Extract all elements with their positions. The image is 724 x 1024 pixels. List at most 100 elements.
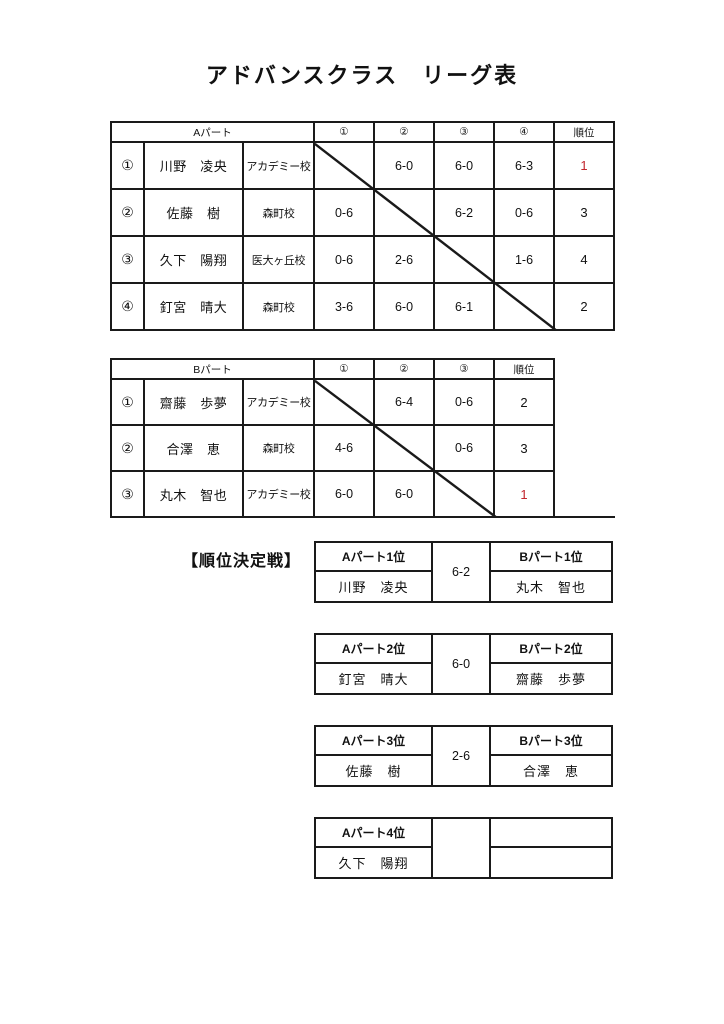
score-self-cell	[313, 141, 376, 190]
player-name: 合澤 恵	[143, 424, 244, 472]
player-number: ②	[110, 188, 145, 237]
player-number: ③	[110, 235, 145, 284]
table-b-row-1: ① 齋藤 歩夢 アカデミー校 6-4 0-6 2	[110, 378, 556, 426]
player-name: 齋藤 歩夢	[143, 378, 244, 426]
match-score: 6-0	[433, 635, 491, 693]
score-self-cell	[373, 424, 436, 472]
score-cell: 0-6	[433, 378, 496, 426]
table-b-col-header-2: ②	[373, 358, 436, 380]
table-a-header-row: Aパート ① ② ③ ④ 順位	[109, 121, 616, 143]
player-school: 森町校	[241, 282, 316, 331]
match-right-name: 合澤 恵	[522, 764, 579, 779]
score-cell: 0-6	[313, 188, 376, 237]
score-self-cell	[433, 470, 496, 518]
player-school: 森町校	[241, 188, 316, 237]
rank-cell: 3	[553, 188, 616, 237]
player-name: 丸木 智也	[143, 470, 244, 518]
match-right-name: 齋藤 歩夢	[515, 672, 586, 687]
match-right-name: 丸木 智也	[515, 580, 586, 595]
score-cell: 6-4	[373, 378, 436, 426]
player-name: 川野 凌央	[143, 141, 244, 190]
match-score: 2-6	[433, 727, 491, 785]
score-cell: 1-6	[493, 235, 556, 284]
match-left-label: Aパート3位	[316, 727, 433, 756]
match-right-label: Bパート2位	[491, 635, 611, 664]
match-left-label: Aパート4位	[316, 819, 433, 848]
score-cell: 6-0	[313, 470, 376, 518]
player-number: ③	[110, 470, 145, 518]
table-a-row-4: ④ 釘宮 晴大 森町校 3-6 6-0 6-1 2	[110, 282, 616, 331]
score-self-cell	[433, 235, 496, 284]
rank-cell: 2	[493, 378, 556, 426]
match-score: 6-2	[433, 543, 491, 601]
player-name: 佐藤 樹	[143, 188, 244, 237]
match-left-name: 釘宮 晴大	[316, 664, 433, 693]
table-b-header-row: Bパート ① ② ③ 順位	[109, 358, 556, 380]
score-cell: 6-0	[433, 141, 496, 190]
match-left-label: Aパート2位	[316, 635, 433, 664]
player-number: ④	[110, 282, 145, 331]
match-left-name: 川野 凌央	[316, 572, 433, 601]
rank-cell: 3	[493, 424, 556, 472]
score-cell: 3-6	[313, 282, 376, 331]
table-b-col-header-3: ③	[433, 358, 496, 380]
playoff-match-2: Aパート2位 釘宮 晴大 6-0 Bパート2位 齋藤 歩夢	[314, 633, 613, 695]
score-cell: 0-6	[433, 424, 496, 472]
playoff-match-1: Aパート1位 川野 凌央 6-2 Bパート1位 丸木 智也	[314, 541, 613, 603]
rank-cell: 1	[493, 470, 556, 518]
table-a-rank-header: 順位	[553, 121, 616, 143]
score-self-cell	[373, 188, 436, 237]
score-cell: 6-1	[433, 282, 496, 331]
score-cell: 6-0	[373, 282, 436, 331]
playoff-match-3: Aパート3位 佐藤 樹 2-6 Bパート3位 合澤 恵	[314, 725, 613, 787]
score-cell: 6-2	[433, 188, 496, 237]
match-right-label: Bパート1位	[491, 543, 611, 572]
rank-cell: 4	[553, 235, 616, 284]
playoff-section-label: 【順位決定戦】	[182, 553, 302, 570]
player-number: ①	[110, 141, 145, 190]
player-number: ②	[110, 424, 145, 472]
match-left-name: 久下 陽翔	[316, 848, 433, 877]
score-cell: 2-6	[373, 235, 436, 284]
match-right-label	[491, 819, 611, 848]
page-title: アドバンスクラス リーグ表	[205, 63, 519, 88]
table-a-col-header-2: ②	[373, 121, 436, 143]
table-a-row-3: ③ 久下 陽翔 医大ヶ丘校 0-6 2-6 1-6 4	[110, 235, 616, 284]
player-school: 医大ヶ丘校	[241, 235, 316, 284]
table-b-rank-header: 順位	[493, 358, 556, 380]
score-self-cell	[313, 378, 376, 426]
table-a-col-header-4: ④	[493, 121, 556, 143]
player-school: 森町校	[241, 424, 316, 472]
rank-cell: 2	[553, 282, 616, 331]
player-school: アカデミー校	[241, 378, 316, 426]
match-left-label: Aパート1位	[316, 543, 433, 572]
league-table-b: Bパート ① ② ③ 順位 ① 齋藤 歩夢 アカデミー校 6-4 0-6 2	[109, 358, 616, 518]
table-a-part-label: Aパート	[109, 121, 316, 143]
match-right-name	[491, 848, 611, 877]
score-cell: 4-6	[313, 424, 376, 472]
table-b-row-3: ③ 丸木 智也 アカデミー校 6-0 6-0 1	[110, 470, 556, 518]
table-a-row-2: ② 佐藤 樹 森町校 0-6 6-2 0-6 3	[110, 188, 616, 237]
score-self-cell	[493, 282, 556, 331]
table-b-row-2: ② 合澤 恵 森町校 4-6 0-6 3	[110, 424, 556, 472]
league-table-a: Aパート ① ② ③ ④ 順位 ① 川野 凌央 アカデミー校 6-0 6-0 6…	[109, 121, 616, 331]
table-b-bottom-extension-line	[555, 516, 616, 518]
match-score	[433, 819, 491, 877]
player-school: アカデミー校	[241, 141, 316, 190]
score-cell: 6-3	[493, 141, 556, 190]
player-name: 久下 陽翔	[143, 235, 244, 284]
score-cell: 6-0	[373, 141, 436, 190]
score-cell: 0-6	[493, 188, 556, 237]
table-a-row-1: ① 川野 凌央 アカデミー校 6-0 6-0 6-3 1	[110, 141, 616, 190]
player-school: アカデミー校	[241, 470, 316, 518]
score-cell: 0-6	[313, 235, 376, 284]
rank-cell: 1	[553, 141, 616, 190]
score-cell: 6-0	[373, 470, 436, 518]
match-left-name: 佐藤 樹	[316, 756, 433, 785]
table-b-part-label: Bパート	[109, 358, 316, 380]
match-right-label: Bパート3位	[491, 727, 611, 756]
table-a-col-header-1: ①	[313, 121, 376, 143]
table-a-col-header-3: ③	[433, 121, 496, 143]
player-name: 釘宮 晴大	[143, 282, 244, 331]
